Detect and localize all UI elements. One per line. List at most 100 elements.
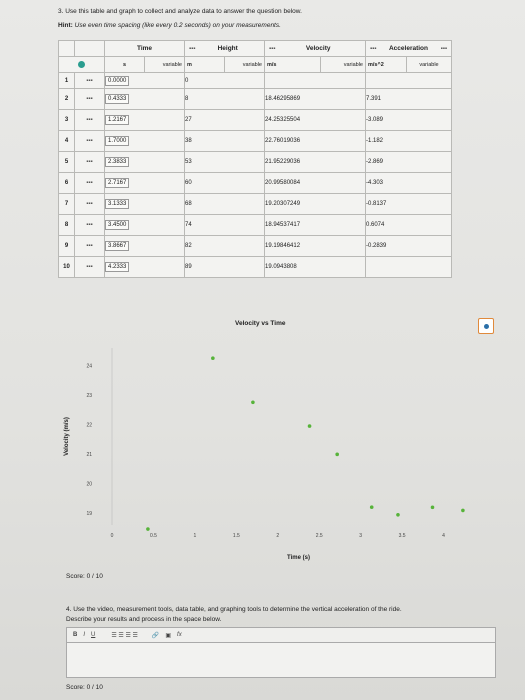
column-header-velocity[interactable]: ▪▪▪ Velocity [264,40,366,57]
row-menu-icon[interactable]: ▪▪▪ [74,235,105,257]
row-menu-icon[interactable]: ▪▪▪ [74,88,105,110]
answer-textarea[interactable] [66,642,496,678]
unit-height: m [184,56,225,73]
role-velocity: variable [224,56,265,73]
acceleration-cell: -1.182 [365,130,452,152]
height-cell[interactable]: 38 [184,130,265,152]
column-menu-icon[interactable]: ▪▪▪ [370,45,377,52]
x-tick-label: 0 [111,533,114,539]
acceleration-cell: 0.6074 [365,214,452,236]
formula-icon[interactable]: fx [177,632,182,638]
data-point [251,400,255,405]
time-cell[interactable]: 0.4333 [104,88,185,110]
height-cell[interactable]: 82 [184,235,265,257]
link-icon[interactable]: 🔗 [151,632,160,639]
height-cell[interactable]: 27 [184,109,265,131]
velocity-cell: 18.46295869 [264,88,366,110]
align-buttons[interactable]: ☰ ☰ ☰ ☰ [111,632,138,639]
acceleration-cell: 7.391 [365,88,452,110]
data-point [335,452,339,457]
velocity-time-chart[interactable]: 19 20 21 22 23 24 0 0.5 1 1.5 2 2.5 3 3.5 4 Time (s) Vel… [60,330,490,565]
time-cell[interactable]: 2.7167 [104,172,185,194]
velocity-cell: 19.19846412 [264,235,366,257]
height-cell[interactable]: 53 [184,151,265,173]
time-cell[interactable]: 3.8667 [104,235,185,257]
column-menu-icon[interactable]: ▪▪▪ [269,45,276,52]
time-cell[interactable]: 0.0000 [104,72,185,89]
row-menu-icon[interactable]: ▪▪▪ [74,151,105,173]
table-row: 2 ▪▪▪ 0.4333 8 18.46295869 7.391 [58,88,452,110]
table-row: 3 ▪▪▪ 1.2167 27 24.25325504 -3.089 [58,109,452,131]
italic-button[interactable]: I [83,632,86,638]
velocity-cell: 22.76019036 [264,130,366,152]
table-row: 5 ▪▪▪ 2.3833 53 21.95229036 -2.869 [58,151,452,173]
image-icon[interactable]: ▣ [165,632,172,639]
time-cell[interactable]: 3.1333 [104,193,185,215]
time-cell[interactable]: 2.3833 [104,151,185,173]
editor-toolbar: B I U ☰ ☰ ☰ ☰ 🔗 ▣ fx [66,627,496,642]
time-cell[interactable]: 3.4500 [104,214,185,236]
row-number: 7 [58,193,75,215]
question-3-text: 3. Use this table and graph to collect a… [58,8,302,15]
column-header-height[interactable]: ▪▪▪ Height [184,40,265,57]
data-point [396,513,400,517]
y-tick-label: 24 [86,364,92,370]
row-menu-icon[interactable]: ▪▪▪ [74,130,105,152]
row-number: 2 [58,88,75,110]
table-unit-row: s variable m variable m/s variable m/s^2… [58,56,452,73]
row-menu-icon[interactable]: ▪▪▪ [74,72,105,89]
chart-title: Velocity vs Time [235,320,286,327]
height-cell[interactable]: 89 [184,256,265,278]
time-cell[interactable]: 1.2167 [104,109,185,131]
time-cell[interactable]: 1.7000 [104,130,185,152]
velocity-cell: 19.20307249 [264,193,366,215]
velocity-cell: 20.99580084 [264,172,366,194]
y-tick-label: 22 [86,423,92,429]
question-4-line: Describe your results and process in the… [66,616,222,623]
column-header-acceleration[interactable]: ▪▪▪ Acceleration ▪▪▪ [365,40,452,57]
score-question-4: Score: 0 / 10 [66,684,103,691]
row-number: 8 [58,214,75,236]
row-number: 3 [58,109,75,131]
table-row: 1 ▪▪▪ 0.0000 0 [58,72,452,89]
acceleration-cell: -0.2839 [365,235,452,257]
hint-body: Use even time spacing (like every 0.2 se… [74,22,281,29]
graph-settings-button[interactable] [478,318,494,334]
velocity-cell: 21.95229036 [264,151,366,173]
data-point [430,505,435,510]
table-row: 10 ▪▪▪ 4.2333 89 19.0943808 [58,256,452,278]
score-question-3: Score: 0 / 10 [66,573,103,580]
table-row: 4 ▪▪▪ 1.7000 38 22.76019036 -1.182 [58,130,452,152]
row-menu-icon[interactable]: ▪▪▪ [74,109,105,131]
row-menu-icon[interactable]: ▪▪▪ [74,172,105,194]
bold-button[interactable]: B [73,632,78,638]
column-header-time[interactable]: Time [104,40,185,57]
height-cell[interactable]: 74 [184,214,265,236]
x-tick-label: 0.5 [150,533,157,539]
x-tick-label: 1.5 [233,533,240,539]
table-row: 9 ▪▪▪ 3.8667 82 19.19846412 -0.2839 [58,235,452,257]
unit-velocity: m/s [264,56,321,73]
row-menu-icon[interactable]: ▪▪▪ [74,256,105,278]
row-menu-icon[interactable]: ▪▪▪ [74,193,105,215]
row-menu-icon[interactable]: ▪▪▪ [74,214,105,236]
data-table: Time ▪▪▪ Height ▪▪▪ Velocity ▪▪▪ Accelerati… [58,40,452,278]
time-cell[interactable]: 4.2333 [104,256,185,278]
unit-time: s [104,56,145,73]
role-height: variable [144,56,185,73]
x-tick-label: 2 [276,533,279,539]
question-4-text: 4. Use the video, measurement tools, dat… [66,605,402,625]
acceleration-cell: -3.089 [365,109,452,131]
height-cell[interactable]: 8 [184,88,265,110]
table-settings-icon[interactable] [78,61,85,68]
height-cell[interactable]: 0 [184,72,265,89]
height-cell[interactable]: 60 [184,172,265,194]
table-row: 7 ▪▪▪ 3.1333 68 19.20307249 -0.8137 [58,193,452,215]
row-number: 10 [58,256,75,278]
y-tick-label: 23 [86,393,92,399]
height-cell[interactable]: 68 [184,193,265,215]
column-menu-icon[interactable]: ▪▪▪ [189,45,196,52]
underline-button[interactable]: U [91,632,96,638]
row-number: 1 [58,72,75,89]
column-menu-icon[interactable]: ▪▪▪ [440,45,447,52]
